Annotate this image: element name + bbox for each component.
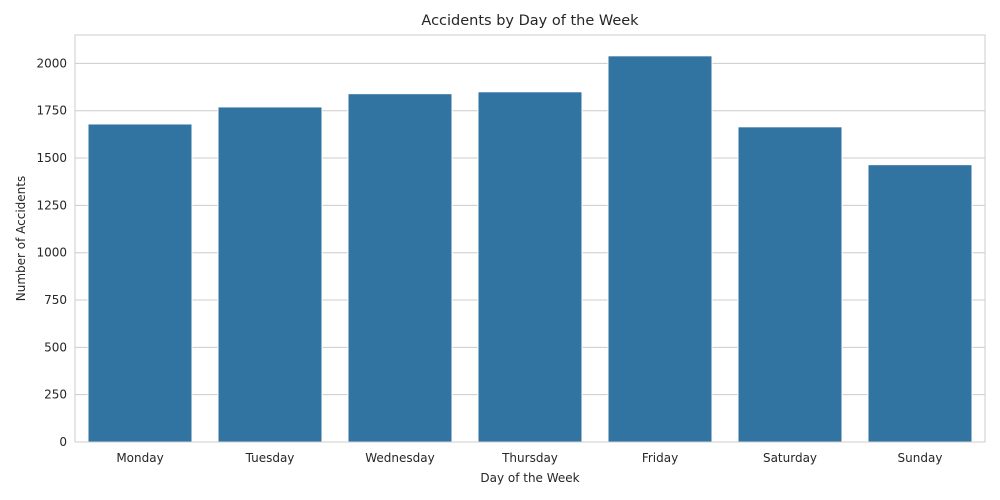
x-tick-label-tuesday: Tuesday: [245, 451, 295, 465]
chart-title: Accidents by Day of the Week: [421, 13, 639, 29]
y-tick-label: 1750: [36, 104, 67, 118]
x-tick-label-sunday: Sunday: [898, 451, 943, 465]
y-tick-labels: 0 250 500 750 1000 1250 1500 1750 2000: [36, 56, 67, 449]
bar-sunday: [867, 164, 973, 443]
y-tick-label: 1000: [36, 246, 67, 260]
y-axis-label: Number of Accidents: [14, 176, 28, 302]
plot-frame: [74, 34, 986, 443]
x-tick-label-wednesday: Wednesday: [365, 451, 434, 465]
y-tick-label: 2000: [36, 56, 67, 70]
x-axis-label: Day of the Week: [480, 471, 579, 485]
y-tick-label: 0: [59, 435, 67, 449]
y-tick-label: 1250: [36, 198, 67, 212]
bar-friday: [607, 55, 713, 443]
y-tick-label: 250: [44, 388, 67, 402]
x-tick-label-saturday: Saturday: [763, 451, 817, 465]
x-tick-label-thursday: Thursday: [501, 451, 558, 465]
x-tick-label-friday: Friday: [642, 451, 678, 465]
x-tick-label-monday: Monday: [116, 451, 163, 465]
y-tick-label: 750: [44, 293, 67, 307]
bar-thursday: [477, 91, 583, 443]
bar-layer: [87, 55, 973, 443]
bar-wednesday: [347, 93, 453, 443]
bar-monday: [87, 123, 193, 443]
y-tick-label: 500: [44, 340, 67, 354]
bar-saturday: [737, 126, 843, 443]
x-tick-labels: Monday Tuesday Wednesday Thursday Friday Satu…: [116, 451, 942, 465]
bar-tuesday: [217, 106, 323, 443]
y-tick-label: 1500: [36, 151, 67, 165]
